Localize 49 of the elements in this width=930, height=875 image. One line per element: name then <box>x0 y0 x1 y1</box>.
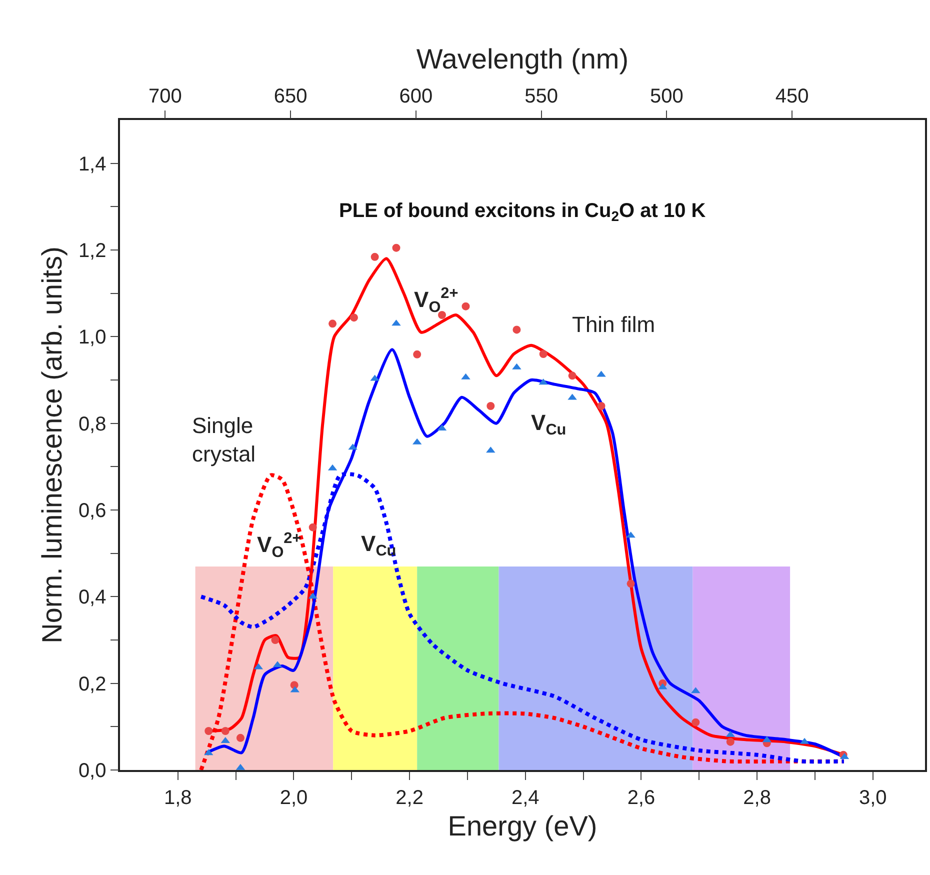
x-tick-label: 3,0 <box>858 786 887 809</box>
point <box>350 314 358 322</box>
text: PLE of bound excitons in Cu$_{2}$O at 10 K <box>339 200 706 224</box>
x-tick-label: 2,8 <box>743 786 771 809</box>
annotation: V$_{Cu}$ <box>361 531 396 560</box>
x2-tick-label: 500 <box>650 85 684 108</box>
annotation: V$_{Cu}$ <box>531 410 566 439</box>
x2-axis-title: Wavelength (nm) <box>416 43 629 74</box>
point <box>462 302 470 310</box>
point <box>486 402 495 410</box>
y-tick-label: 0,6 <box>78 500 106 522</box>
x2-tick-label: 600 <box>399 85 433 108</box>
x-tick-label: 1,8 <box>164 786 192 809</box>
point <box>568 372 576 380</box>
point <box>370 252 379 261</box>
point <box>413 350 422 358</box>
point <box>204 727 213 735</box>
point <box>438 311 446 319</box>
point <box>392 244 400 252</box>
point <box>692 718 700 726</box>
y-tick-label: 0,4 <box>78 586 106 609</box>
point <box>597 402 606 410</box>
x-tick-label: 2,0 <box>280 786 308 809</box>
x-tick-label: 2,4 <box>511 786 540 809</box>
annotation: Single crystal <box>192 413 256 467</box>
x2-tick-label: 450 <box>775 85 809 108</box>
point <box>236 734 244 742</box>
x-axis-title: Energy (eV) <box>448 810 598 842</box>
point <box>539 350 548 358</box>
point <box>726 738 734 746</box>
x2-tick-label: 550 <box>524 85 558 108</box>
x-tick-label: 2,2 <box>396 786 424 809</box>
y-tick-label: 1,4 <box>78 153 106 176</box>
point <box>271 636 280 644</box>
y-tick-label: 1,2 <box>78 240 106 262</box>
x2-tick-label: 700 <box>148 85 182 108</box>
point <box>308 523 317 532</box>
y-tick-label: 1,0 <box>78 326 106 349</box>
point <box>512 326 521 334</box>
annotation: Thin film <box>572 312 656 337</box>
point <box>328 320 337 328</box>
y-tick-label: 0,8 <box>78 413 106 436</box>
point <box>626 580 635 588</box>
x2-tick-label: 650 <box>274 85 308 108</box>
x-tick-label: 2,6 <box>627 786 656 809</box>
y-tick-label: 0,0 <box>78 760 106 782</box>
y-tick-label: 0,2 <box>78 673 106 696</box>
point <box>221 727 230 735</box>
y-axis-title: Norm. luminescence (arb. units) <box>36 246 68 644</box>
